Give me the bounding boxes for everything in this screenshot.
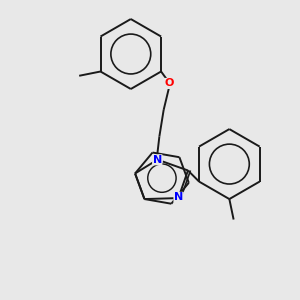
- Text: N: N: [174, 192, 183, 203]
- Text: N: N: [153, 155, 162, 165]
- Text: O: O: [164, 79, 173, 88]
